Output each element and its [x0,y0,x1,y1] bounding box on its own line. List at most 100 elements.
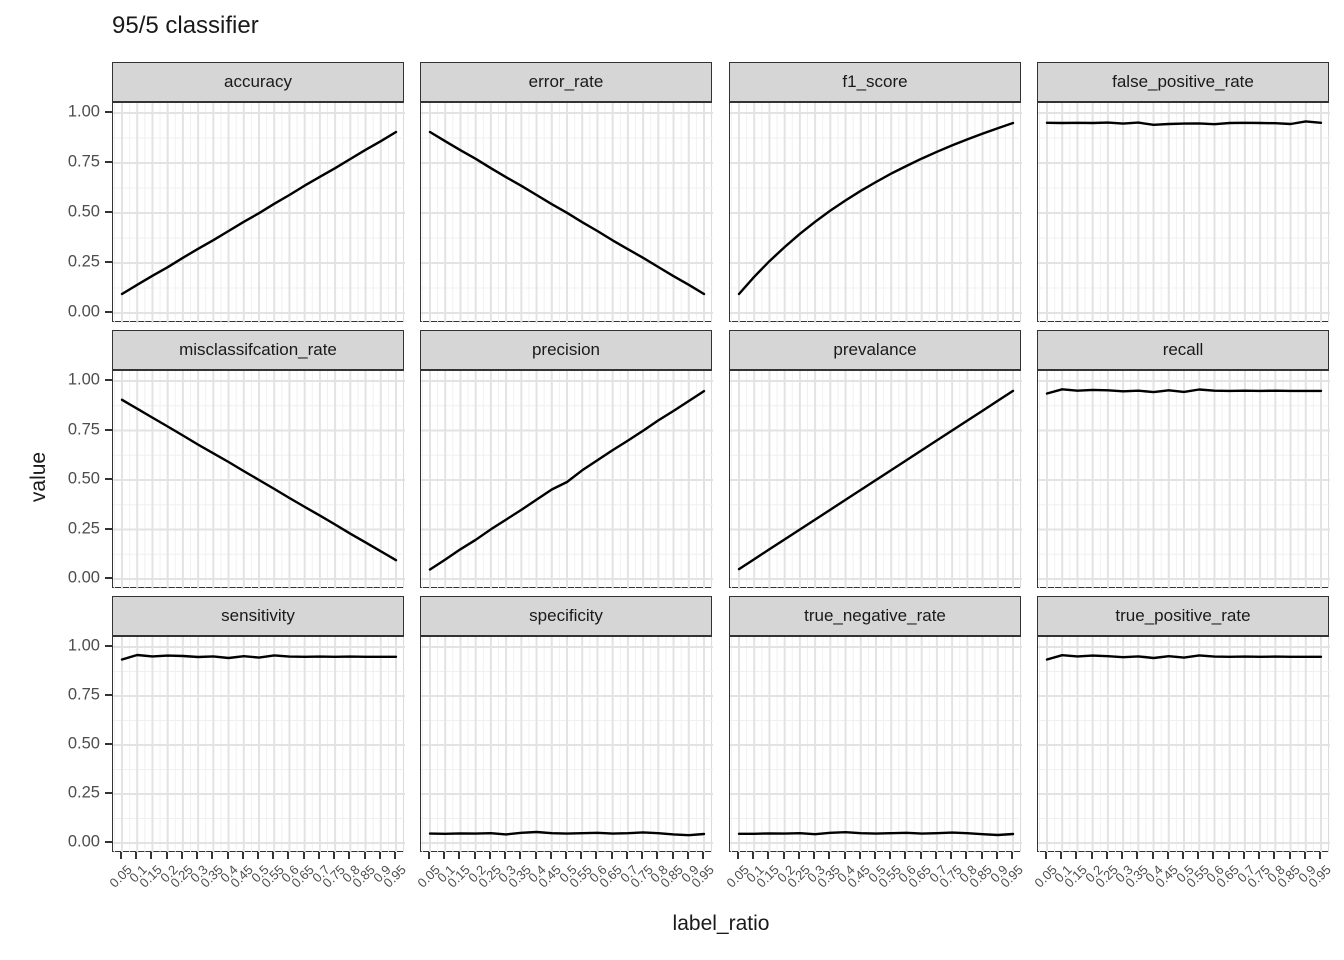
facet-plot-sensitivity [113,637,405,853]
facet-strip-label: specificity [529,606,603,625]
y-axis-tick-label: 0.75 [67,152,100,171]
y-axis-tick-label: 0.75 [67,420,100,438]
data-line-f1_score [737,121,1015,296]
x-axis-tick [1136,852,1139,859]
facet-strip-prevalance: prevalance [729,330,1021,370]
facet-panel-true_negative_rate [729,636,1022,853]
facet-panel-false_positive_rate [1037,102,1330,323]
x-axis-tick [995,852,998,859]
x-axis-tick [1288,852,1291,859]
x-axis-tick [1182,852,1184,859]
facet-strip-label: sensitivity [221,606,295,625]
x-axis-tick [473,852,476,859]
y-axis-tick-label: 0.50 [67,469,100,488]
x-axis-tick [671,852,674,859]
y-axis-tick [105,428,112,431]
x-axis-tick [1303,852,1306,859]
y-axis-tick [105,645,112,647]
x-axis-tick [428,852,430,859]
data-line-specificity [428,830,706,837]
data-line-accuracy [120,130,398,296]
y-axis-tick [105,379,112,381]
facet-panel-accuracy [112,102,405,323]
facet-plot-accuracy [113,103,405,323]
data-line-recall [1045,388,1323,395]
x-axis-tick [272,852,275,859]
facet-strip-label: false_positive_rate [1112,72,1254,91]
y-axis-tick-label: 1.00 [67,102,100,121]
x-axis-tick [625,852,628,859]
y-axis-tick [105,161,112,163]
facet-strip-true_positive_rate: true_positive_rate [1037,596,1329,636]
facet-plot-precision [421,371,713,589]
x-axis-tick [549,852,552,859]
x-axis-tick [919,852,922,859]
facet-strip-label: f1_score [842,72,908,91]
x-axis-tick [1121,852,1124,859]
x-axis-tick [904,852,907,859]
x-axis-tick [1258,852,1261,859]
x-axis-tick [257,852,259,859]
facet-strip-recall: recall [1037,330,1329,370]
x-axis-tick [752,852,755,859]
x-axis-tick [702,852,704,859]
data-line-true_positive_rate [1045,654,1323,661]
x-axis-tick [1273,852,1276,859]
x-axis-tick [965,852,968,859]
x-axis-tick [1212,852,1215,859]
y-axis-tick-label: 0.25 [67,783,100,802]
x-axis-tick [656,852,659,859]
y-axis-tick-label: 1.00 [67,636,100,655]
y-axis-tick [105,211,112,213]
x-axis-tick [782,852,785,859]
facet-strip-false_positive_rate: false_positive_rate [1037,62,1329,102]
x-axis-tick [767,852,770,859]
facet-strip-label: misclassifcation_rate [179,340,337,359]
facet-plot-true_positive_rate [1038,637,1330,853]
x-axis-tick [980,852,983,859]
y-axis-tick-label: 0.75 [67,685,100,704]
x-axis-tick [889,852,892,859]
x-axis-tick [641,852,644,859]
x-axis-tick [317,852,320,859]
x-axis-tick [180,852,183,859]
x-axis-tick [135,852,138,859]
y-axis-tick-label: 0.00 [67,302,100,321]
data-line-false_positive_rate [1045,120,1323,126]
x-axis-tick [302,852,305,859]
y-axis-tick [105,694,112,696]
x-axis-tick [797,852,800,859]
facet-strip-label: accuracy [223,72,293,91]
x-axis-tick [488,852,491,859]
facet-plot-recall [1038,371,1330,589]
facet-panel-prevalance [729,370,1022,589]
x-axis-tick [1060,852,1063,859]
facet-strip-misclassifcation_rate: misclassifcation_rate [112,330,404,370]
y-axis-tick [105,577,112,579]
data-line-precision [428,389,706,571]
y-axis-tick-label: 1.00 [67,370,100,389]
x-axis-tick [565,852,567,859]
x-axis-tick [211,852,214,859]
x-axis-tick [287,852,290,859]
x-axis-tick [534,852,537,859]
x-axis-tick [813,852,816,859]
y-axis-tick [105,478,112,480]
facet-plot-misclassifcation_rate [113,371,405,589]
x-axis-tick [595,852,598,859]
x-axis-tick [333,852,336,859]
y-axis-tick [105,841,112,843]
facet-plot-true_negative_rate [730,637,1022,853]
facet-strip-accuracy: accuracy [112,62,404,102]
facet-strip-sensitivity: sensitivity [112,596,404,636]
x-axis-tick [1319,852,1321,859]
x-axis-tick [443,852,446,859]
x-axis-tick [226,852,229,859]
y-axis-tick-label: 0.50 [67,734,100,753]
x-axis-tick [150,852,153,859]
facet-strip-error_rate: error_rate [420,62,712,102]
x-axis-tick [196,852,199,859]
x-axis-tick [828,852,831,859]
x-axis-tick [934,852,937,859]
chart-title: 95/5 classifier [112,12,259,39]
